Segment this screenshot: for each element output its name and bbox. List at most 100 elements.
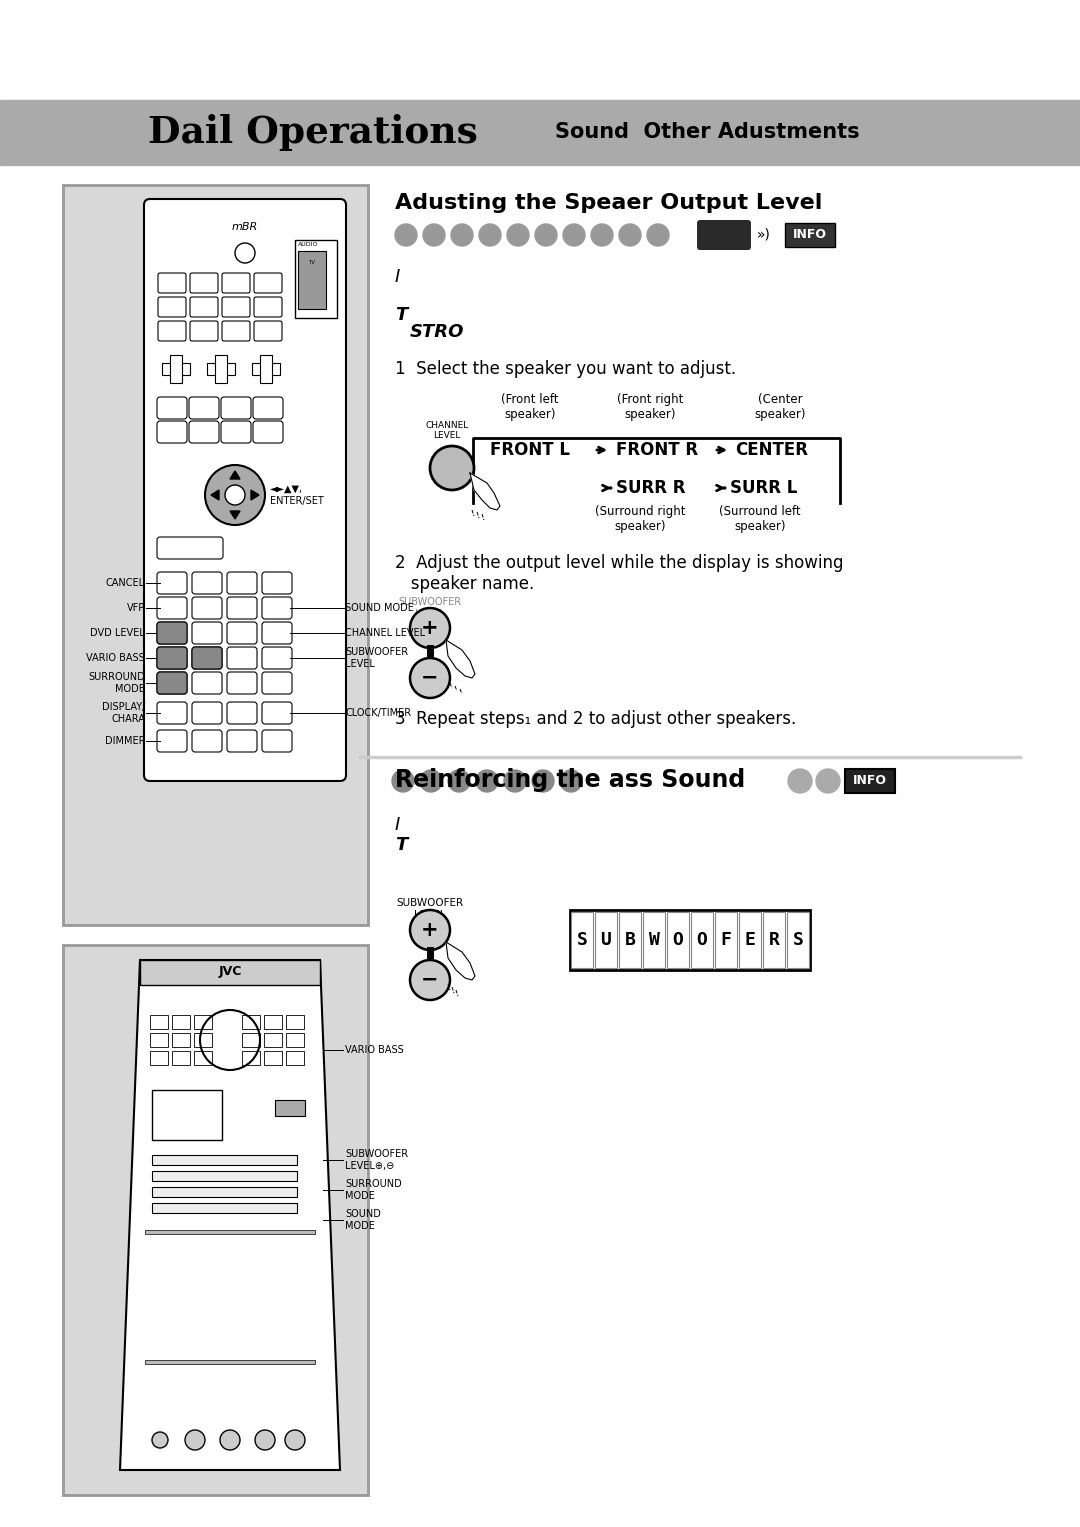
Bar: [170, 354, 183, 383]
Text: (Front left
speaker): (Front left speaker): [501, 392, 558, 421]
FancyBboxPatch shape: [192, 597, 222, 618]
Bar: [150, 1015, 168, 1029]
FancyBboxPatch shape: [192, 621, 222, 644]
Bar: [172, 1051, 190, 1064]
Bar: [242, 1015, 260, 1029]
Bar: [63, 945, 368, 1495]
FancyBboxPatch shape: [157, 702, 187, 724]
FancyBboxPatch shape: [262, 573, 292, 594]
FancyBboxPatch shape: [157, 621, 187, 644]
FancyBboxPatch shape: [262, 702, 292, 724]
FancyBboxPatch shape: [192, 702, 222, 724]
Text: (Center
speaker): (Center speaker): [754, 392, 806, 421]
Text: −: −: [421, 667, 438, 689]
Bar: [264, 1015, 282, 1029]
Text: SOUND MODE: SOUND MODE: [345, 603, 414, 612]
Text: ◄►▲▼,
ENTER/SET: ◄►▲▼, ENTER/SET: [270, 484, 324, 505]
Polygon shape: [446, 640, 475, 678]
Text: U: U: [600, 931, 611, 948]
FancyBboxPatch shape: [254, 296, 282, 318]
Circle shape: [410, 960, 450, 1000]
Circle shape: [561, 770, 582, 793]
FancyBboxPatch shape: [222, 273, 249, 293]
Bar: [295, 240, 337, 318]
Bar: [152, 1090, 222, 1141]
Bar: [298, 250, 326, 308]
FancyBboxPatch shape: [190, 321, 218, 341]
Circle shape: [392, 770, 414, 793]
Text: SUBWOOFER
LEVEL: SUBWOOFER LEVEL: [396, 898, 463, 919]
Circle shape: [451, 224, 473, 246]
Text: CLOCK/TIMER: CLOCK/TIMER: [345, 709, 411, 718]
Circle shape: [647, 224, 669, 246]
Text: DVD LEVEL: DVD LEVEL: [91, 628, 145, 638]
Text: (Front right
speaker): (Front right speaker): [617, 392, 684, 421]
Text: O: O: [697, 931, 707, 948]
Bar: [0, 99, 1080, 165]
Text: Sound  Other Adustments: Sound Other Adustments: [555, 122, 860, 142]
Circle shape: [410, 658, 450, 698]
Text: CENTER: CENTER: [735, 441, 808, 460]
Bar: [667, 912, 689, 968]
Circle shape: [235, 243, 255, 263]
Circle shape: [395, 224, 417, 246]
FancyBboxPatch shape: [157, 397, 187, 418]
Circle shape: [507, 224, 529, 246]
FancyBboxPatch shape: [157, 621, 187, 644]
Circle shape: [152, 1432, 168, 1448]
FancyBboxPatch shape: [157, 672, 187, 693]
FancyBboxPatch shape: [157, 421, 187, 443]
Text: JVC: JVC: [218, 965, 242, 979]
Text: O: O: [673, 931, 684, 948]
FancyBboxPatch shape: [227, 621, 257, 644]
FancyBboxPatch shape: [227, 672, 257, 693]
Circle shape: [563, 224, 585, 246]
Bar: [150, 1051, 168, 1064]
Bar: [162, 363, 190, 376]
Circle shape: [410, 608, 450, 647]
FancyBboxPatch shape: [157, 538, 222, 559]
Bar: [264, 1032, 282, 1048]
FancyBboxPatch shape: [158, 296, 186, 318]
Text: DISPLAY/
CHARA: DISPLAY/ CHARA: [102, 702, 145, 724]
Text: SUBWOOFER
LEVEL⊕,⊖: SUBWOOFER LEVEL⊕,⊖: [345, 1150, 408, 1171]
Text: TV: TV: [309, 261, 315, 266]
Bar: [286, 1051, 303, 1064]
Bar: [762, 912, 785, 968]
FancyBboxPatch shape: [221, 397, 251, 418]
Bar: [264, 1051, 282, 1064]
Bar: [571, 912, 593, 968]
Bar: [286, 1015, 303, 1029]
FancyBboxPatch shape: [158, 273, 186, 293]
Text: INFO: INFO: [793, 229, 827, 241]
Bar: [207, 363, 235, 376]
FancyBboxPatch shape: [227, 573, 257, 594]
Text: R: R: [769, 931, 780, 948]
FancyBboxPatch shape: [157, 647, 187, 669]
Circle shape: [200, 1009, 260, 1070]
Circle shape: [535, 224, 557, 246]
Bar: [152, 1154, 297, 1165]
FancyBboxPatch shape: [697, 220, 751, 250]
Bar: [145, 1231, 315, 1234]
Bar: [63, 185, 368, 925]
Bar: [739, 912, 761, 968]
Text: VFP: VFP: [126, 603, 145, 612]
Polygon shape: [211, 490, 219, 499]
FancyBboxPatch shape: [262, 730, 292, 751]
Bar: [595, 912, 617, 968]
FancyBboxPatch shape: [190, 296, 218, 318]
FancyBboxPatch shape: [157, 597, 187, 618]
Circle shape: [504, 770, 526, 793]
Bar: [845, 770, 895, 793]
Text: DIMMER: DIMMER: [105, 736, 145, 747]
Text: −: −: [421, 970, 438, 989]
Text: CHANNEL LEVEL: CHANNEL LEVEL: [345, 628, 426, 638]
Bar: [252, 363, 280, 376]
Polygon shape: [251, 490, 259, 499]
Circle shape: [423, 224, 445, 246]
Bar: [152, 1186, 297, 1197]
Bar: [194, 1032, 212, 1048]
Text: Dail Operations: Dail Operations: [148, 115, 477, 151]
Circle shape: [788, 770, 812, 793]
